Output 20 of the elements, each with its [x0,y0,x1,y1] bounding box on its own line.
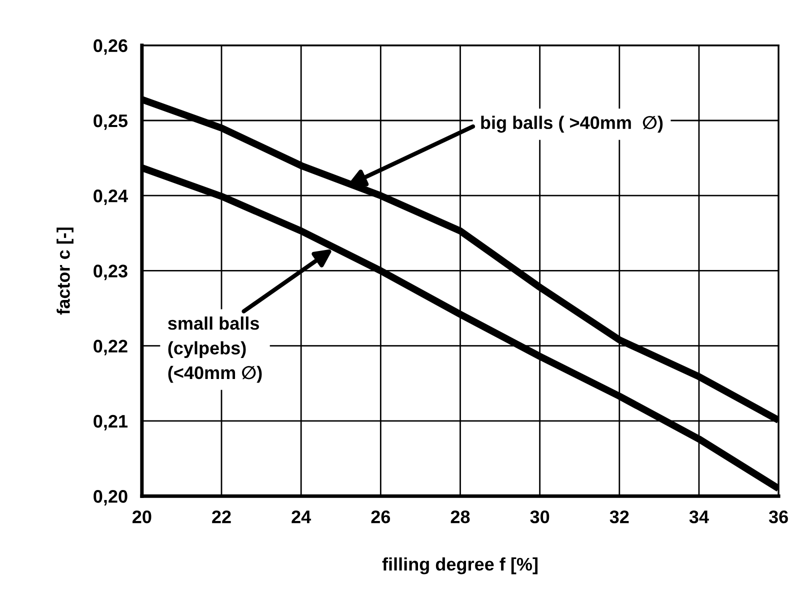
annotation: small balls (cylpebs) (<40mm ∅) [168,316,262,383]
x-tick-label: 34 [689,510,709,524]
x-tick-label: 24 [292,510,312,524]
y-tick-label: 0,20 [94,490,128,506]
x-tick-label: 20 [132,510,152,524]
x-axis-title: filling degree f [%] [382,557,538,574]
x-tick-label: 32 [610,510,629,524]
y-tick-label: 0,26 [94,39,128,55]
y-tick-label: 0,23 [94,264,128,280]
y-tick-label: 0,24 [94,190,128,205]
x-tick-label: 36 [768,510,788,524]
y-tick-label: 0,21 [94,414,128,430]
x-tick-label: 28 [450,510,470,524]
y-tick-label: 0,22 [94,340,128,356]
y-tick-label: 0,25 [94,114,128,130]
x-tick-label: 22 [212,510,231,524]
x-tick-label: 30 [530,510,550,524]
annotation: big balls ( >40mm ∅) [481,116,663,133]
y-axis-title: factor c [-] [56,228,74,315]
x-tick-label: 26 [371,510,390,524]
